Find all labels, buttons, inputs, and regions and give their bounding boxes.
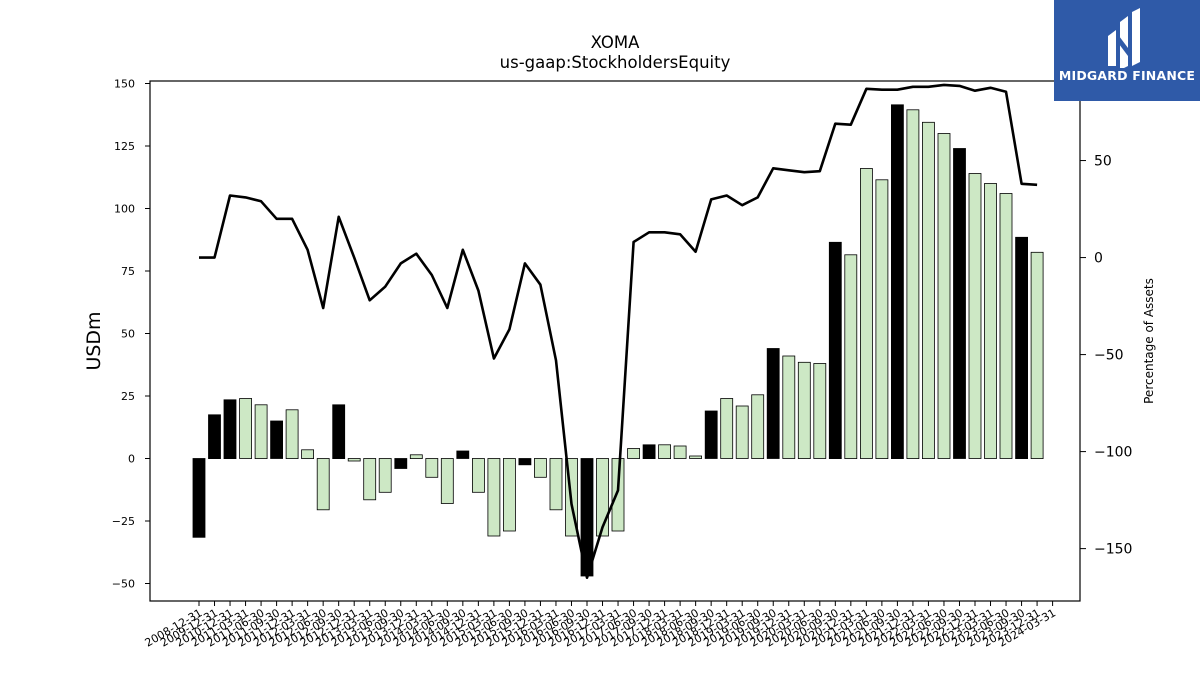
line-series — [199, 83, 1038, 580]
bar — [642, 444, 656, 459]
bar — [285, 409, 299, 459]
bar — [751, 394, 765, 459]
bar — [658, 444, 671, 459]
bar — [347, 458, 361, 462]
bar — [906, 109, 920, 459]
bar — [394, 458, 408, 469]
bar — [627, 448, 640, 459]
y2-tick-label: 50 — [1094, 154, 1112, 170]
bar — [735, 405, 749, 459]
y-tick-label: 0 — [128, 453, 135, 466]
bar — [673, 445, 687, 459]
brand-logo: MIDGARD FINANCE — [1054, 0, 1200, 101]
bar — [999, 193, 1013, 459]
bar — [782, 355, 796, 459]
bar — [223, 399, 237, 459]
logo-text: MIDGARD FINANCE — [1058, 68, 1196, 83]
bar — [239, 398, 253, 459]
bar — [456, 450, 470, 459]
bar — [1030, 251, 1044, 460]
bar — [860, 168, 873, 459]
bar — [301, 449, 315, 459]
chart-title: XOMA — [591, 33, 640, 52]
bar — [828, 241, 842, 460]
bar — [797, 361, 811, 459]
y-axis-label: USDm — [83, 311, 105, 370]
percentage-of-assets-line — [199, 83, 1038, 580]
chart-subtitle: us-gaap:StockholdersEquity — [500, 53, 731, 72]
logo-mark-icon — [1108, 8, 1140, 68]
bar — [270, 420, 284, 459]
bar — [518, 458, 532, 466]
bar — [409, 454, 423, 459]
bar — [440, 458, 454, 504]
bar — [332, 404, 346, 459]
bar — [704, 410, 718, 459]
axes: −50−250255075100125150−150−100−500502008… — [112, 78, 1133, 650]
bar — [844, 254, 858, 460]
bar-series — [192, 104, 1044, 577]
y2-tick-label: −50 — [1094, 348, 1124, 364]
bar — [254, 404, 268, 459]
y2-tick-label: 0 — [1094, 251, 1103, 267]
bar — [891, 104, 904, 459]
y-tick-label: 125 — [114, 140, 135, 153]
bar — [922, 121, 935, 459]
bar — [316, 458, 330, 511]
bar — [487, 458, 501, 537]
bar — [611, 458, 625, 532]
bar — [875, 179, 889, 459]
bar — [766, 348, 780, 459]
bar — [425, 458, 439, 478]
bar — [1015, 236, 1028, 460]
bar — [378, 458, 392, 493]
y-tick-label: 150 — [114, 78, 135, 91]
bar — [813, 363, 827, 459]
y-tick-label: 50 — [121, 328, 135, 341]
bar — [689, 455, 702, 459]
bar — [208, 414, 221, 459]
bar — [471, 458, 485, 493]
y-tick-label: −25 — [112, 515, 135, 528]
bar — [937, 133, 951, 459]
y-tick-label: 75 — [121, 265, 135, 278]
bar — [968, 173, 982, 459]
y2-tick-label: −100 — [1094, 445, 1132, 461]
bar — [720, 398, 734, 459]
bar — [984, 183, 997, 459]
bar — [549, 458, 563, 511]
y2-tick-label: −150 — [1094, 542, 1132, 558]
bar — [363, 458, 377, 501]
bar — [534, 458, 547, 478]
bar — [502, 458, 516, 532]
y-tick-label: 25 — [121, 390, 135, 403]
bar — [192, 458, 206, 538]
y-tick-label: 100 — [114, 203, 135, 216]
bar — [596, 458, 609, 537]
y2-axis-label: Percentage of Assets — [1142, 278, 1156, 404]
y-tick-label: −50 — [112, 578, 135, 591]
plot-frame — [149, 80, 1081, 602]
bar — [953, 148, 966, 459]
